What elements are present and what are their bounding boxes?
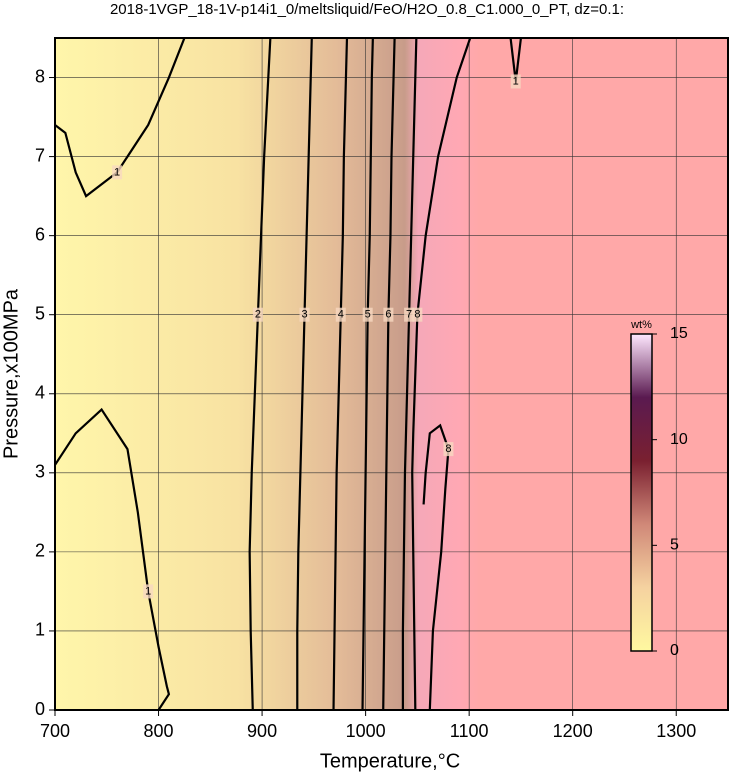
contour-label: 5 [365, 309, 371, 321]
y-tick-label: 2 [35, 541, 45, 561]
contour-label: 1 [513, 75, 519, 87]
plot-frame [54, 37, 729, 711]
contour-line [296, 37, 313, 710]
contour-label-bg [404, 307, 415, 322]
x-tick-label: 900 [247, 721, 277, 741]
x-tick-label: 1100 [450, 721, 489, 741]
contour-label-bg [112, 165, 123, 180]
contour-label: 3 [301, 309, 307, 321]
y-axis-label: Pressure,x100MPa [0, 288, 22, 459]
contour-label-bg [299, 307, 310, 322]
colorbar-tick-label: 0 [670, 642, 679, 659]
x-tick-label: 700 [40, 721, 70, 741]
contour-label: 8 [445, 443, 451, 455]
contour-label-bg [143, 584, 154, 599]
contour-label-bg [510, 74, 521, 89]
colorbar [630, 333, 653, 652]
contour-line [382, 37, 396, 711]
contour-label: 4 [338, 309, 344, 321]
x-tick-label: 1300 [656, 721, 696, 741]
contour-label: 1 [145, 585, 151, 597]
contour-line [54, 37, 186, 198]
x-tick-label: 1200 [553, 721, 593, 741]
contour-label: 8 [414, 309, 420, 321]
contour-line [332, 37, 349, 711]
colorbar-tick-label: 5 [670, 537, 679, 554]
y-tick-label: 7 [35, 145, 45, 165]
colorbar-tick-label: 15 [670, 325, 688, 342]
x-axis-label: Temperature,°C [320, 750, 460, 772]
y-tick-label: 5 [35, 303, 45, 323]
contour-label-bg [252, 307, 263, 322]
contour-label: 6 [385, 309, 391, 321]
contour-label-bg [443, 442, 454, 457]
chart-title: 2018-1VGP_18-1V-p14i1_0/meltsliquid/FeO/… [110, 1, 624, 18]
contour-label-bg [383, 307, 394, 322]
contour-label: 7 [406, 309, 412, 321]
colorbar-label: wt% [630, 319, 652, 331]
contour-label: 2 [255, 309, 261, 321]
contour-line [248, 37, 272, 711]
x-tick-label: 800 [144, 721, 174, 741]
contour-line [401, 37, 418, 710]
y-tick-label: 0 [35, 699, 45, 719]
y-tick-label: 6 [35, 224, 45, 244]
x-tick-label: 1000 [346, 721, 386, 741]
y-tick-label: 1 [35, 620, 45, 640]
contour-line [411, 37, 472, 711]
contour-line [361, 37, 374, 711]
y-tick-label: 3 [35, 462, 45, 482]
contour-line [54, 407, 171, 711]
contour-label-bg [362, 307, 373, 322]
contour-label-bg [335, 307, 346, 322]
y-tick-label: 8 [35, 66, 45, 86]
contour-label: 1 [114, 166, 120, 178]
contour-label-bg [412, 307, 423, 322]
y-tick-label: 4 [35, 383, 45, 403]
colorbar-tick-label: 10 [670, 431, 688, 448]
